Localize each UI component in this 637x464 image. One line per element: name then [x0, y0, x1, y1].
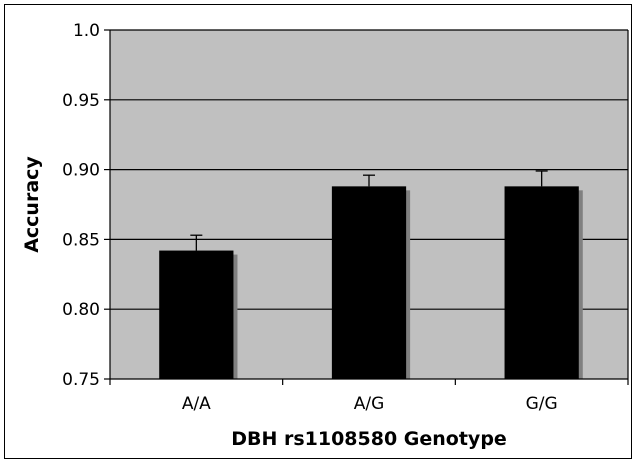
bars: [159, 170, 583, 379]
y-tick-label: 0.95: [62, 91, 100, 111]
y-tick-label: 0.75: [62, 370, 100, 390]
y-tick-label: 0.80: [62, 300, 100, 320]
y-axis: 0.75 0.80 0.85 0.90 0.95 1.0: [62, 21, 111, 390]
y-axis-title: Accuracy: [21, 156, 43, 253]
bar: [504, 186, 579, 379]
x-tick-label: A/G: [354, 394, 385, 414]
bar: [159, 250, 234, 379]
x-tick-label: A/A: [182, 394, 211, 414]
x-axis-title: DBH rs1108580 Genotype: [231, 428, 507, 450]
x-tick-label: G/G: [526, 394, 558, 414]
y-tick-label: 0.85: [62, 230, 100, 250]
y-tick-label: 0.90: [62, 161, 100, 181]
x-axis: A/A A/G G/G: [109, 378, 629, 414]
bar: [331, 186, 407, 379]
y-tick-label: 1.0: [73, 21, 100, 41]
